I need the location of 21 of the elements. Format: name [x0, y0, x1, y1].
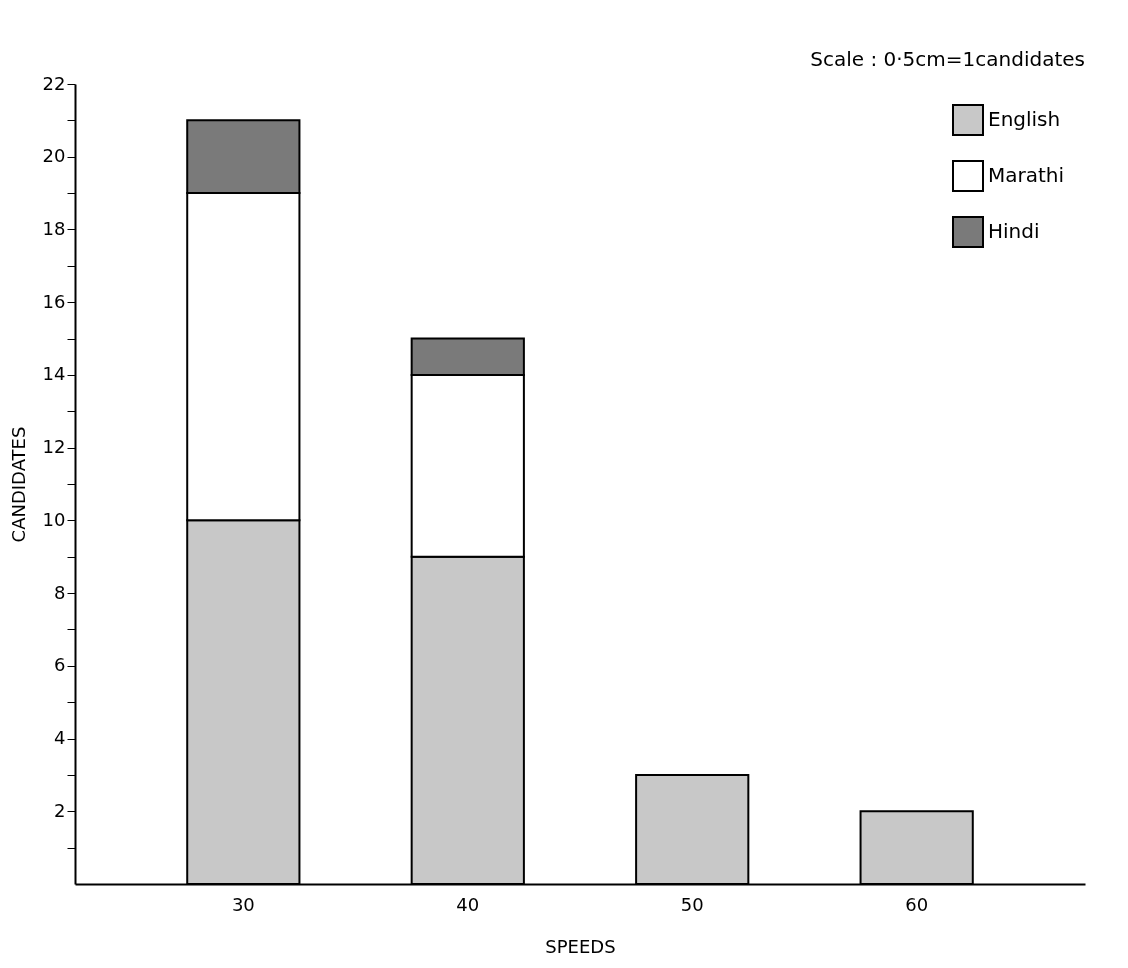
x-tick-label: 50: [680, 893, 704, 915]
text: Scale : 0·5cm=1candidates: [810, 47, 1085, 71]
legend-label: English: [988, 107, 1061, 131]
y-tick-label: 4: [54, 727, 66, 749]
y-axis-title: CANDIDATES: [7, 426, 29, 543]
x-tick-label: 60: [905, 893, 929, 915]
y-tick-label: 22: [42, 72, 66, 94]
x-tick-label: 40: [456, 893, 480, 915]
legend-label: Marathi: [988, 163, 1065, 187]
y-tick-label: 14: [42, 363, 66, 385]
y-tick-label: 20: [42, 145, 66, 167]
x-tick-label: 30: [231, 893, 255, 915]
y-tick-label: 10: [42, 508, 66, 530]
x-axis-title: SPEEDS: [545, 935, 616, 957]
y-tick-label: 6: [54, 654, 66, 676]
y-tick-label: 12: [42, 436, 66, 458]
legend-label: Hindi: [988, 219, 1040, 243]
y-tick-label: 2: [54, 799, 66, 821]
y-tick-label: 16: [42, 290, 66, 312]
y-tick-label: 18: [42, 217, 66, 239]
y-tick-label: 8: [54, 581, 66, 603]
